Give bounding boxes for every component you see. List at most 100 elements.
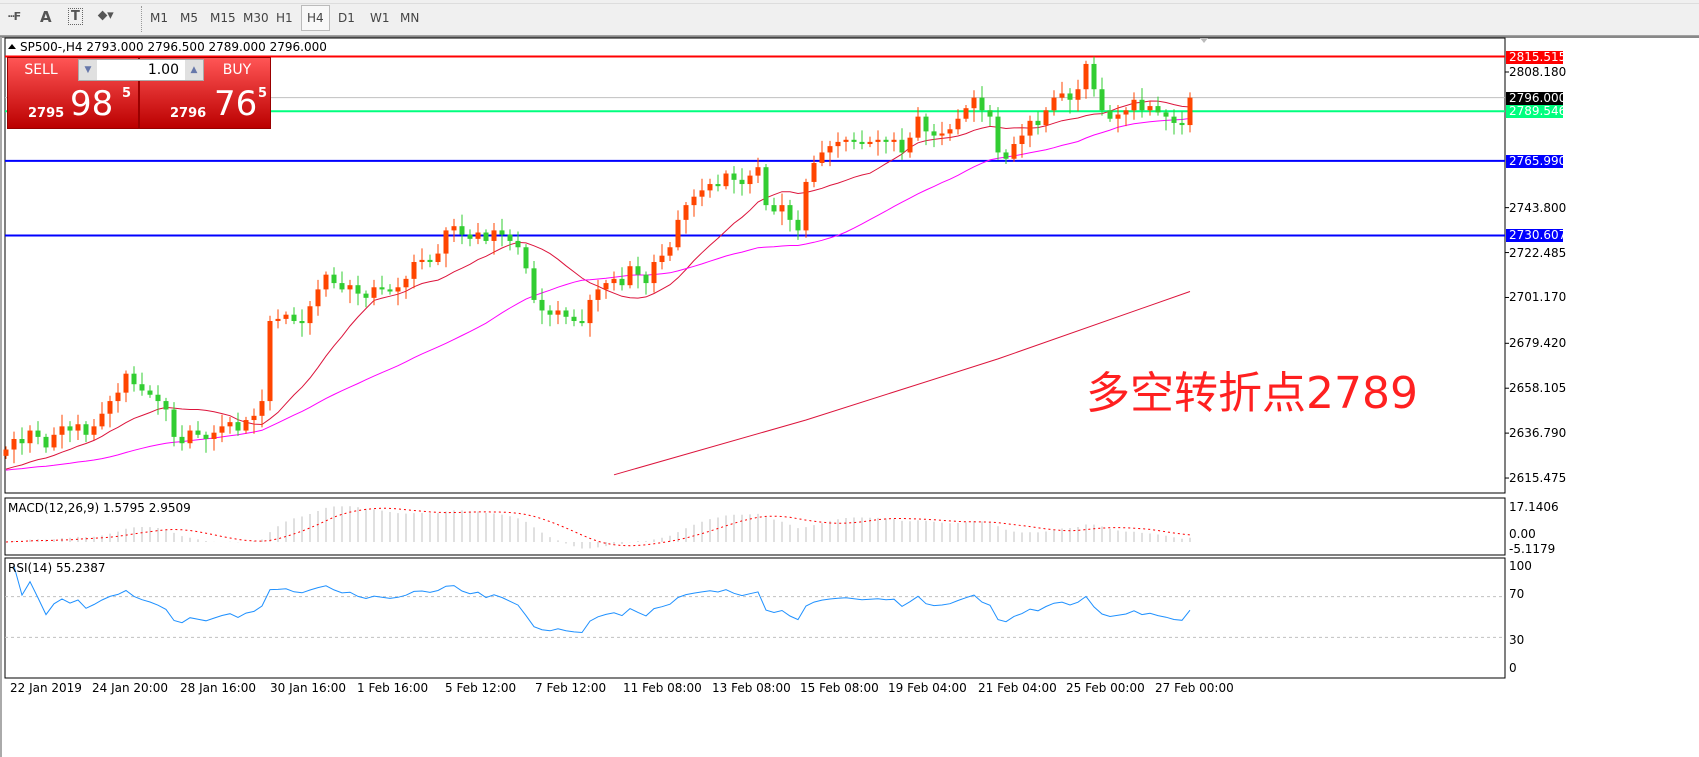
candle [667, 247, 673, 256]
candle [691, 196, 697, 206]
increase-icon[interactable]: ▲ [185, 60, 203, 80]
candle [1003, 152, 1009, 159]
timeframe-m30[interactable]: M30 [243, 11, 269, 25]
candle [659, 255, 665, 263]
candle [795, 219, 801, 231]
candle [3, 449, 9, 456]
candle [507, 234, 513, 241]
candle [339, 283, 345, 290]
time-label: 19 Feb 04:00 [888, 681, 967, 695]
candle [251, 415, 257, 421]
candle [1107, 110, 1113, 119]
text-icon[interactable]: A [40, 8, 52, 26]
candle [931, 131, 937, 136]
period-separator-icon[interactable]: ┅F [8, 10, 21, 23]
candle [643, 274, 649, 284]
text-label-icon[interactable]: T [68, 8, 83, 25]
candle [539, 299, 545, 311]
candle [1019, 135, 1025, 145]
candle [83, 424, 89, 435]
candle [371, 287, 377, 298]
time-label: 7 Feb 12:00 [535, 681, 607, 695]
quantity-input[interactable]: 1.00 [147, 62, 179, 78]
candle [771, 205, 777, 212]
time-label: 24 Jan 20:00 [92, 681, 168, 695]
candle [1187, 97, 1193, 126]
timeframe-d1[interactable]: D1 [338, 11, 355, 25]
timeframe-h4[interactable]: H4 [301, 5, 330, 31]
candle [747, 175, 753, 185]
candle [947, 129, 953, 134]
candle [787, 205, 793, 220]
ma-long-line [613, 291, 1191, 476]
candle [139, 384, 145, 391]
candle [835, 141, 841, 147]
candle [219, 426, 225, 433]
candle [939, 133, 945, 136]
candle [755, 167, 761, 176]
decrease-icon[interactable]: ▼ [79, 60, 97, 80]
candle [1091, 63, 1097, 90]
candle [243, 420, 249, 431]
candle [867, 141, 873, 145]
candle [483, 232, 489, 241]
sell-price-big: 98 [70, 84, 114, 124]
candle [843, 139, 849, 142]
candle [467, 234, 473, 239]
timeframe-h1[interactable]: H1 [276, 11, 293, 25]
candle [763, 167, 769, 206]
collapse-triangle-icon[interactable] [8, 44, 16, 49]
candle [523, 247, 529, 269]
timeframe-mn[interactable]: MN [400, 11, 420, 25]
timeframe-m15[interactable]: M15 [210, 11, 236, 25]
candle [923, 116, 929, 132]
timeframe-m5[interactable]: M5 [180, 11, 198, 25]
candle [331, 274, 337, 284]
candle [883, 139, 889, 142]
toolbar: ┅F A T ⬥▾ M1 M5 M15 M30 H1 H4 D1 W1 MN [0, 0, 1699, 36]
rsi-level-70: 70 [1509, 587, 1525, 601]
candle [811, 162, 817, 182]
candle [395, 287, 401, 292]
timeframe-w1[interactable]: W1 [370, 11, 390, 25]
macd-title: MACD(12,26,9) 1.5795 2.9509 [8, 501, 191, 515]
candle [1123, 110, 1129, 115]
candle [907, 137, 913, 153]
candle [995, 116, 1001, 153]
candle [619, 278, 625, 286]
candle [163, 401, 169, 410]
buy-label: BUY [222, 62, 252, 78]
sell-price-small: 2795 [28, 106, 65, 121]
candle [187, 430, 193, 444]
candle [731, 173, 737, 180]
candle [115, 392, 121, 402]
rsi-title: RSI(14) 55.2387 [8, 561, 106, 575]
macd-zero-label: 0.00 [1509, 527, 1536, 541]
arrows-icon[interactable]: ⬥▾ [98, 8, 114, 23]
buy-price-big: 76 [214, 84, 258, 124]
candle [723, 173, 729, 187]
candle [963, 108, 969, 119]
price-tick: 2743.800 [1509, 200, 1567, 215]
candle [979, 97, 985, 111]
candle [307, 306, 313, 324]
candle [387, 289, 393, 292]
candle [1075, 89, 1081, 100]
price-tick: 2658.105 [1509, 381, 1567, 396]
sell-label: SELL [24, 62, 58, 78]
candle [427, 259, 433, 263]
candle [51, 434, 57, 448]
price-tick: 2615.475 [1509, 471, 1567, 486]
candle [347, 285, 353, 290]
quantity-stepper[interactable]: ▼ 1.00 ▲ [78, 59, 204, 81]
candle [1059, 93, 1065, 98]
candle [1011, 144, 1017, 159]
candle [459, 226, 465, 235]
timeframe-m1[interactable]: M1 [150, 11, 168, 25]
candle [891, 139, 897, 142]
candle [131, 373, 137, 385]
candle [19, 438, 25, 444]
candle [899, 139, 905, 153]
candle [179, 436, 185, 444]
candle [59, 426, 65, 435]
